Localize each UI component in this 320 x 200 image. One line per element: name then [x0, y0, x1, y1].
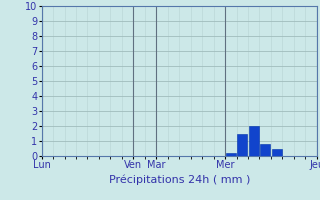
- Bar: [260, 144, 270, 156]
- X-axis label: Précipitations 24h ( mm ): Précipitations 24h ( mm ): [108, 174, 250, 185]
- Bar: [226, 153, 236, 156]
- Bar: [249, 126, 259, 156]
- Bar: [272, 148, 282, 156]
- Bar: [237, 134, 247, 156]
